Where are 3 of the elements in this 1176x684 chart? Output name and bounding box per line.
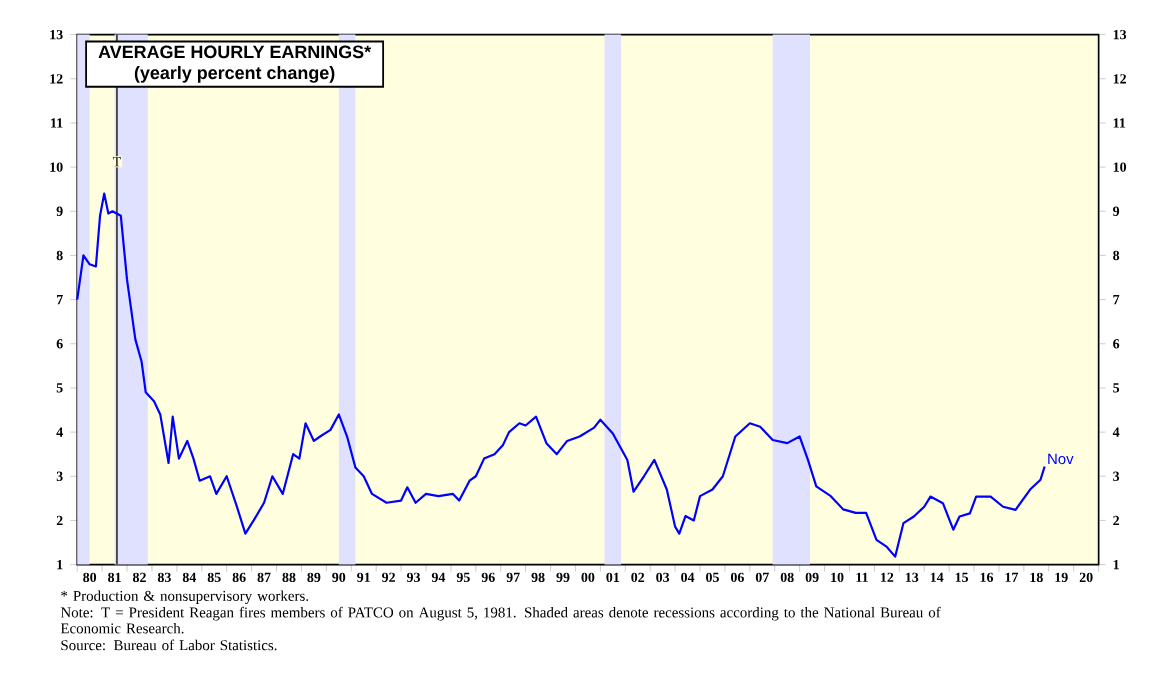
text: (yearly percent change) bbox=[134, 65, 335, 83]
chart-title: AVERAGE HOURLY EARNINGS* bbox=[98, 45, 372, 59]
line-series bbox=[76, 192, 1046, 558]
